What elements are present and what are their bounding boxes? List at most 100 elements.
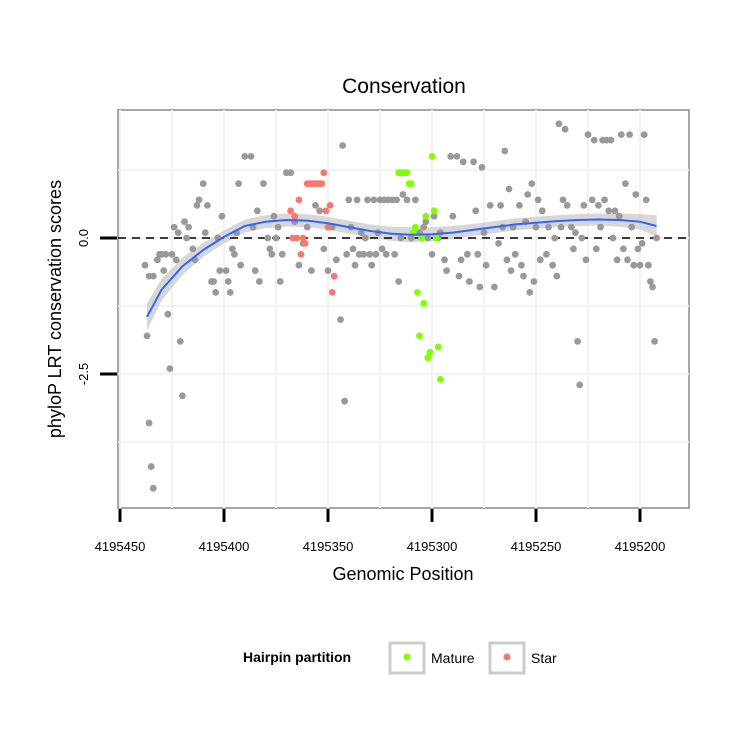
data-point-other [339, 142, 346, 149]
data-point-other [622, 180, 629, 188]
data-point-other [636, 261, 644, 269]
data-point-other [154, 256, 161, 264]
data-point-mature [412, 223, 419, 231]
data-point-other [578, 234, 586, 242]
data-point-other [149, 484, 157, 492]
data-point-other [362, 234, 369, 242]
data-point-other [312, 202, 319, 209]
data-point-other [505, 185, 513, 193]
data-point-star [295, 196, 303, 204]
data-point-other [534, 196, 542, 204]
data-point-other [640, 131, 648, 139]
data-point-other [632, 191, 640, 198]
data-point-other [256, 278, 263, 285]
data-point-other [486, 202, 494, 209]
data-point-other [601, 196, 608, 204]
data-point-other [295, 261, 303, 269]
data-point-other [143, 332, 151, 340]
data-point-star [301, 240, 309, 247]
data-point-other [649, 283, 656, 291]
data-point-other [276, 278, 284, 285]
data-point-other [613, 256, 621, 264]
data-point-other [457, 256, 465, 264]
data-point-other [580, 202, 588, 209]
data-point-star [293, 234, 301, 242]
data-point-other [495, 240, 502, 247]
data-point-other [141, 261, 149, 269]
data-point-other [199, 180, 207, 188]
data-point-other [341, 397, 348, 405]
data-point-other [370, 196, 378, 204]
data-point-other [480, 229, 488, 237]
data-point-other [422, 218, 430, 226]
data-point-other [166, 365, 174, 372]
data-points-layer [141, 120, 660, 492]
data-point-other [210, 278, 218, 285]
data-point-other [201, 229, 209, 237]
data-point-other [162, 250, 170, 258]
legend-dot-mature [403, 653, 411, 661]
chart-title: Conservation [342, 75, 466, 98]
data-point-other [563, 202, 571, 209]
data-point-other [551, 234, 559, 242]
data-point-other [590, 136, 598, 144]
data-point-other [478, 163, 486, 171]
data-point-other [324, 267, 332, 274]
data-point-other [447, 153, 455, 160]
x-tick-label: 4195350 [303, 539, 354, 554]
data-point-other [170, 223, 178, 231]
data-point-other [609, 234, 617, 242]
data-point-other [516, 202, 523, 209]
data-point-other [391, 250, 398, 258]
x-tick-label: 4195250 [511, 539, 562, 554]
x-axis-title: Genomic Position [332, 564, 473, 584]
data-point-other [278, 250, 286, 258]
data-point-other [247, 153, 255, 160]
data-point-other [189, 245, 197, 253]
y-tick-label: -2.5 [76, 363, 91, 385]
data-point-other [588, 196, 596, 204]
data-point-other [518, 261, 525, 269]
legend-dot-star [503, 653, 511, 661]
data-point-other [459, 158, 467, 166]
data-point-other [260, 180, 267, 188]
data-point-other [181, 218, 188, 226]
data-point-star [328, 289, 336, 296]
data-point-other [507, 267, 515, 274]
data-point-other [332, 256, 340, 264]
data-point-other [218, 212, 226, 220]
data-point-other [149, 272, 157, 280]
data-point-other [378, 245, 386, 253]
data-point-other [176, 338, 184, 345]
data-point-mature [428, 153, 436, 160]
data-point-other [360, 250, 367, 258]
data-point-other [397, 234, 405, 242]
data-point-other [270, 212, 278, 220]
data-point-other [268, 250, 276, 258]
data-point-star [291, 212, 299, 220]
data-point-other [497, 202, 504, 209]
data-point-star [324, 223, 332, 231]
data-point-other [168, 250, 176, 258]
data-point-other [511, 250, 519, 258]
data-point-star [326, 202, 334, 209]
data-point-other [524, 191, 532, 198]
data-point-other [474, 250, 482, 258]
data-point-other [555, 120, 563, 128]
data-point-other [274, 223, 282, 231]
data-point-other [364, 196, 371, 204]
data-point-other [568, 223, 575, 231]
data-point-other [430, 212, 438, 220]
data-point-other [470, 158, 477, 166]
data-point-other [212, 289, 220, 296]
data-point-other [597, 223, 604, 231]
data-point-other [228, 245, 236, 253]
x-tick-label: 4195300 [407, 539, 458, 554]
data-point-other [576, 381, 584, 389]
data-point-star [299, 234, 307, 242]
data-point-other [174, 229, 182, 237]
data-point-other [557, 223, 565, 231]
data-point-other [464, 250, 471, 258]
y-axis: 0.0 -2.5 [76, 229, 117, 385]
data-point-other [574, 338, 581, 345]
